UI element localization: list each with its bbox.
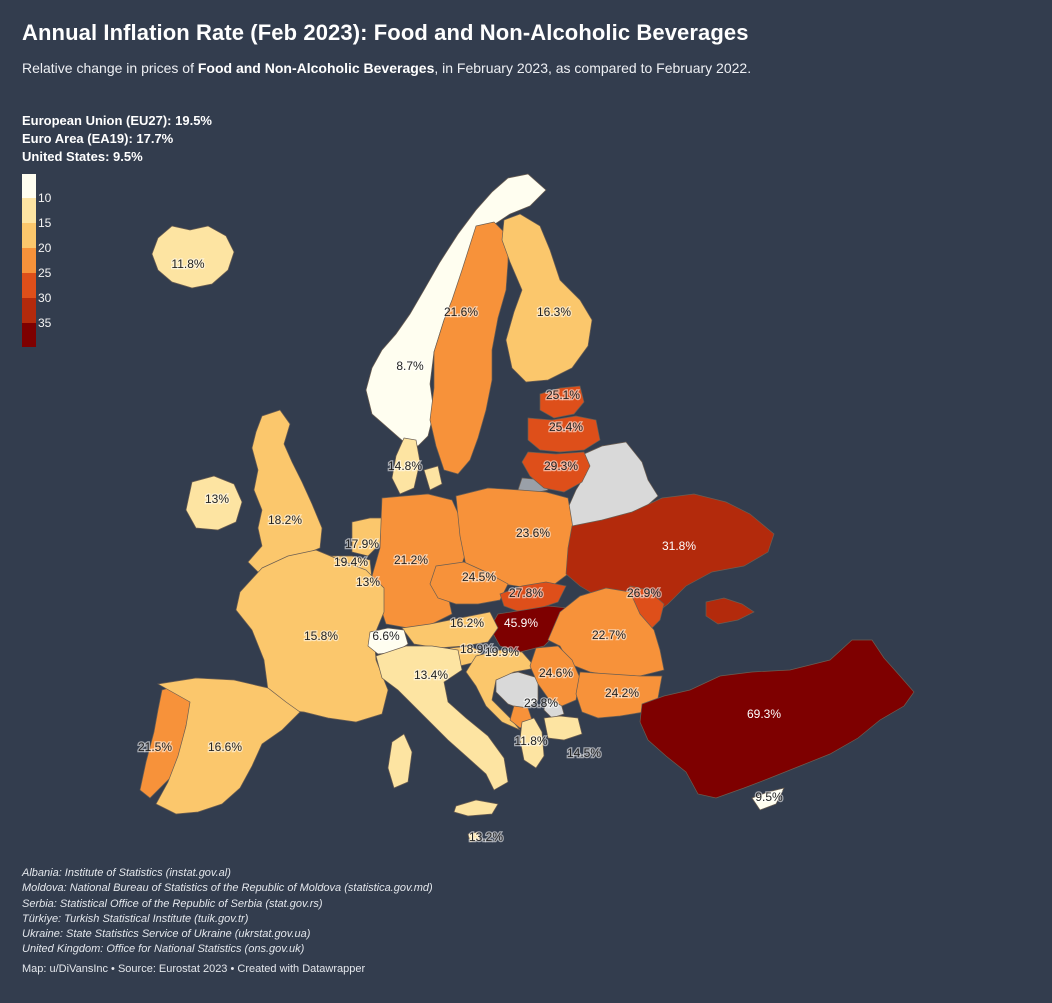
value-label-luxembourg: 13% [356, 575, 380, 589]
legend-swatch-4 [22, 273, 36, 298]
legend-swatch-2 [22, 223, 36, 248]
value-label-serbia: 24.6% [539, 666, 573, 680]
value-label-malta: 13.2% [469, 830, 503, 844]
country-shape-albania [519, 717, 545, 769]
country-shape-denmark [391, 437, 443, 495]
note-albania: Albania: Institute of Statistics (instat… [22, 867, 231, 879]
country-shape-united-kingdom [247, 409, 323, 573]
country-shape-italy [375, 645, 509, 817]
country-shape-estonia [539, 385, 585, 419]
country-shape-t-rkiye [639, 639, 915, 799]
legend-tick-15: 15 [38, 216, 52, 230]
value-label-denmark: 14.8% [388, 459, 422, 473]
country-shape-malta [467, 831, 481, 843]
note-serbia: Serbia: Statistical Office of the Republ… [22, 897, 323, 910]
country-shape-lithuania [521, 451, 591, 493]
subtitle-text-bold: Food and Non-Alcoholic Beverages [197, 60, 435, 76]
subtitle-text-after: , in February 2023, as compared to Febru… [434, 60, 752, 76]
value-label-croatia: 19.9% [485, 645, 519, 659]
stat-ea19: Euro Area (EA19): 17.7% [22, 131, 174, 146]
value-label-spain: 16.6% [208, 740, 242, 754]
country-shape-slovakia [499, 581, 567, 613]
value-label-slovakia: 27.8% [509, 586, 543, 600]
note-turkiye: Türkiye: Turkish Statistical Institute (… [22, 912, 249, 925]
note-moldova: Moldova: National Bureau of Statistics o… [22, 882, 433, 895]
map-title: Annual Inflation Rate (Feb 2023): Food a… [22, 20, 749, 45]
value-label-france: 15.8% [304, 629, 338, 643]
value-label-slovenia: 18.9% [460, 642, 494, 656]
legend-swatch-3 [22, 248, 36, 273]
value-label-sweden: 21.6% [444, 305, 478, 319]
country-shape-iceland [151, 225, 235, 289]
value-label-finland: 16.3% [537, 305, 571, 319]
value-label-moldova: 26.9% [627, 586, 661, 600]
country-shape-france [235, 549, 389, 723]
value-label-germany: 21.2% [394, 553, 428, 567]
country-shapes [139, 173, 915, 843]
value-label-austria: 16.2% [450, 616, 484, 630]
value-label-romania: 22.7% [592, 628, 626, 642]
legend-swatch-1 [22, 198, 36, 223]
credit-line: Map: u/DiVansInc • Source: Eurostat 2023… [22, 963, 366, 975]
legend-swatch-6 [22, 323, 36, 347]
value-label-albania: 11.8% [514, 734, 547, 748]
color-legend: 10 15 20 25 30 35 [22, 174, 82, 348]
value-label-hungary: 45.9% [504, 616, 538, 630]
value-label-norway: 8.7% [396, 359, 424, 373]
summary-stats: European Union (EU27): 19.5% Euro Area (… [22, 112, 212, 166]
value-label-switzerland: 6.6% [372, 629, 400, 643]
subtitle-text-before: Relative change in prices of [22, 60, 198, 76]
value-label-ireland: 13% [205, 492, 229, 506]
value-label-t-rkiye: 69.3% [747, 707, 781, 721]
legend-tick-10: 10 [38, 191, 52, 205]
legend-tick-35: 35 [38, 316, 52, 330]
value-label-netherlands: 17.9% [345, 537, 379, 551]
value-label-lithuania: 29.3% [544, 459, 578, 473]
value-label-united-kingdom: 18.2% [268, 513, 302, 527]
country-shape-north-macedonia [543, 715, 583, 741]
value-label-iceland: 11.8% [171, 257, 204, 271]
source-notes: Albania: Institute of Statistics (instat… [22, 866, 433, 958]
legend-tick-20: 20 [38, 241, 52, 255]
value-label-estonia: 25.1% [546, 388, 580, 402]
country-shape-czechia [429, 561, 509, 605]
legend-tick-30: 30 [38, 291, 52, 305]
value-label-north-macedonia: 14.5% [567, 746, 601, 760]
legend-tick-25: 25 [38, 266, 52, 280]
value-label-portugal: 21.5% [138, 740, 172, 754]
note-uk: United Kingdom: Office for National Stat… [22, 943, 305, 956]
stat-eu27: European Union (EU27): 19.5% [22, 113, 212, 128]
note-ukraine: Ukraine: State Statistics Service of Ukr… [22, 928, 311, 941]
country-shape-sweden [429, 221, 509, 475]
country-shape-ireland [185, 475, 243, 531]
country-shape-cyprus [751, 787, 785, 811]
country-shape-norway [365, 173, 547, 447]
country-shape-croatia [465, 649, 537, 731]
stat-us: United States: 9.5% [22, 149, 143, 164]
map-subtitle: Relative change in prices of Food and No… [22, 60, 751, 76]
value-label-poland: 23.6% [516, 526, 550, 540]
value-label-latvia: 25.4% [549, 420, 583, 434]
value-label-ukraine: 31.8% [662, 539, 696, 553]
value-label-belgium: 19.4% [334, 555, 368, 569]
country-shape-finland [501, 213, 593, 383]
value-label-italy: 13.4% [414, 668, 448, 682]
value-label-czechia: 24.5% [462, 570, 496, 584]
country-shape-latvia [527, 415, 601, 453]
legend-swatch-5 [22, 298, 36, 323]
value-labels: 11.8% 8.7% 21.6% 16.3% 25.1% 25.4% 29.3% 14.8% 1… [137, 256, 785, 846]
value-label-bulgaria: 24.2% [605, 686, 639, 700]
value-label-cyprus: 9.5% [755, 790, 783, 804]
country-shape-spain [155, 677, 301, 815]
legend-swatch-0 [22, 174, 36, 198]
country-shape-bosnia-and-herzegovina [495, 671, 539, 711]
value-label-montenegro: 23.8% [524, 696, 558, 710]
country-shape-serbia [529, 645, 581, 707]
